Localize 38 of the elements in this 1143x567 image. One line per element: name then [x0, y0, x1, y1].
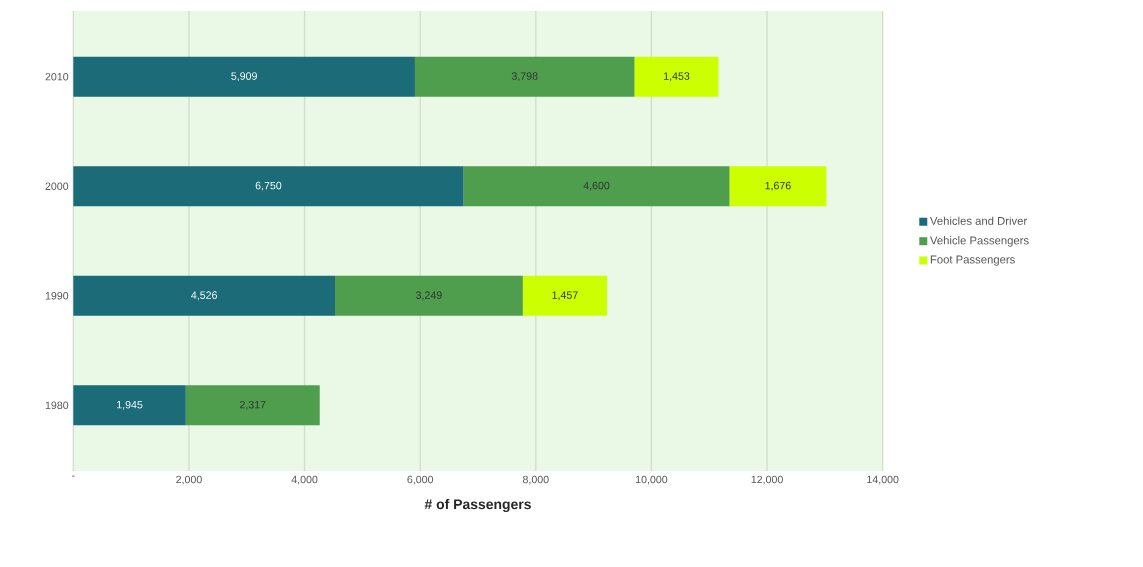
data-label: 3,249 — [415, 291, 442, 301]
x-tick-label: 12,000 — [751, 475, 783, 485]
x-tick-label: 4,000 — [291, 475, 318, 485]
x-tick-label: 8,000 — [522, 475, 549, 485]
y-tick-label: 1990 — [45, 292, 69, 300]
data-label: 1,676 — [765, 181, 791, 191]
data-label: 1,453 — [664, 72, 690, 82]
bar — [414, 56, 635, 97]
bar — [73, 275, 335, 316]
data-label: 2,317 — [239, 400, 266, 410]
x-axis-title: # of Passengers — [424, 498, 531, 512]
data-label: 1,457 — [552, 291, 578, 301]
legend-label: Foot Passengers — [930, 255, 1015, 266]
y-tick-label: 1980 — [45, 401, 69, 410]
x-tick-label: 6,000 — [407, 475, 434, 485]
bar — [73, 166, 464, 207]
data-label: 1,945 — [117, 400, 143, 410]
data-label: 6,750 — [255, 181, 282, 191]
x-tick-label: 2,000 — [176, 475, 202, 485]
data-label: 4,600 — [583, 181, 610, 191]
legend-label: Vehicles and Driver — [929, 216, 1027, 225]
x-tick-label: 14,000 — [867, 475, 899, 485]
bar — [73, 56, 415, 97]
bar — [634, 56, 719, 97]
y-tick-label: 2000 — [45, 182, 69, 190]
bar — [73, 385, 186, 426]
bar — [729, 166, 827, 207]
bar — [185, 385, 320, 426]
y-tick-label: 2010 — [45, 72, 69, 81]
x-tick-label: 10,000 — [636, 475, 668, 485]
legend-label: Vehicle Passengers — [929, 236, 1029, 247]
data-label: 5,909 — [231, 72, 257, 82]
data-label: 4,526 — [191, 291, 217, 301]
bar — [463, 166, 730, 207]
data-label: 3,798 — [511, 72, 538, 82]
bar — [334, 275, 523, 316]
x-tick-label: - — [72, 475, 75, 477]
bar — [522, 275, 608, 316]
